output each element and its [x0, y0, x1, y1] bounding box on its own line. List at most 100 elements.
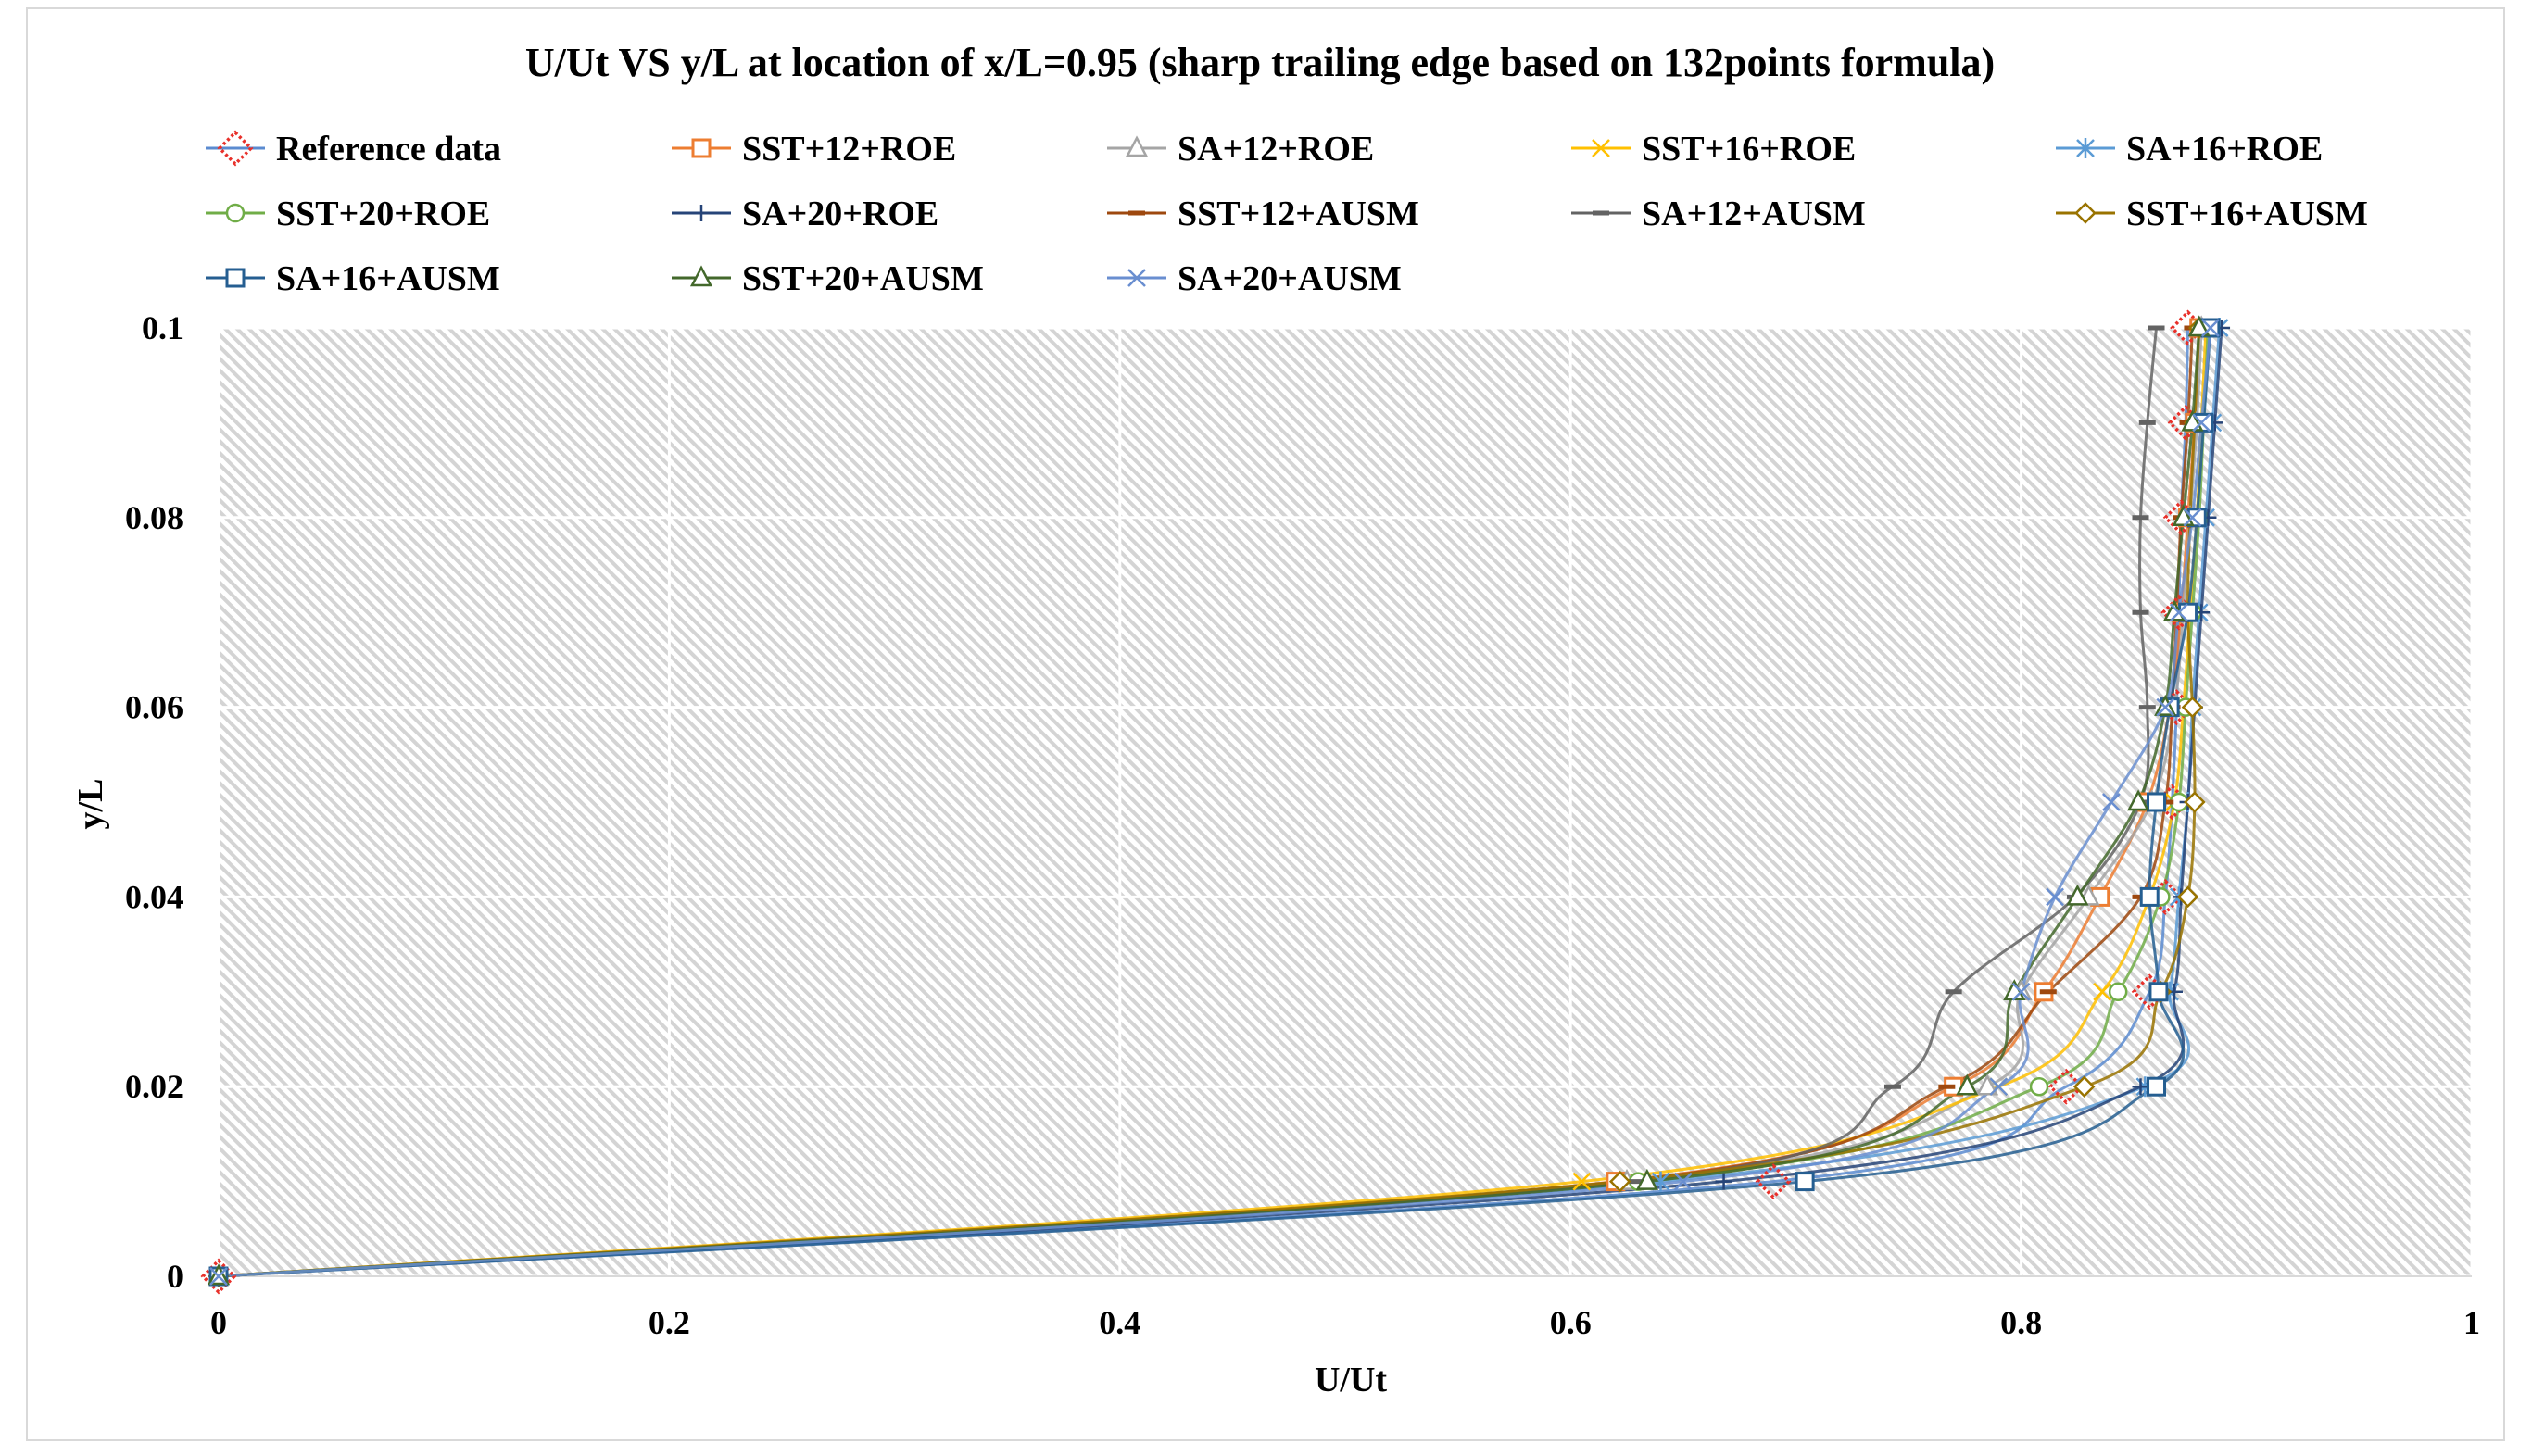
- legend-label: SA+20+AUSM: [1178, 259, 1402, 298]
- data-point-sst-16-ausm: [1608, 1170, 1631, 1193]
- x-tick-label: 0.8: [2000, 1304, 2042, 1341]
- x-tick-label: 0.6: [1550, 1304, 1592, 1341]
- data-point-sa-16-ausm: [1795, 1172, 1815, 1192]
- x-tick-label: 0: [210, 1304, 227, 1341]
- data-point-sst-16-roe: [1572, 1172, 1592, 1191]
- data-point-sst-16-ausm: [2184, 791, 2206, 813]
- data-point-sst-16-ausm: [2072, 1075, 2096, 1098]
- data-point-sa-20-ausm: [2169, 603, 2188, 622]
- legend-label: SST+16+AUSM: [2126, 195, 2368, 233]
- legend: Reference data SST+12+ROE SA+12+ROE SST+16+…: [206, 130, 2368, 298]
- legend-item-sa-20-ausm: SA+20+AUSM: [1107, 259, 1402, 298]
- data-point-sst-16-roe: [2093, 982, 2112, 1001]
- legend-label: SA+16+AUSM: [276, 259, 500, 298]
- plot-area: [219, 328, 2472, 1276]
- y-tick-label: 0.08: [125, 499, 183, 536]
- legend-item-sst-20-ausm: SST+20+AUSM: [672, 259, 984, 298]
- data-point-sa-16-ausm: [2139, 886, 2160, 907]
- legend-marker: [217, 130, 254, 167]
- legend-item-sa-12-roe: SA+12+ROE: [1107, 130, 1374, 169]
- series-line-sa-20-roe: [218, 327, 2223, 1278]
- x-tick-label: 1: [2463, 1304, 2480, 1341]
- y-tick-label: 0.04: [125, 878, 183, 915]
- legend-marker: [1592, 139, 1610, 157]
- y-tick-label: 0.1: [142, 309, 183, 346]
- data-point-sa-20-ausm: [209, 1267, 228, 1286]
- data-point-sa-20-ausm: [2192, 413, 2211, 433]
- data-point-sa-20-ausm: [2046, 887, 2064, 907]
- tick-labels: 0 0.2 0.4 0.6 0.8 1 0 0.02 0.04 0.06 0.08 0.1: [125, 309, 2480, 1341]
- legend-label: SST+12+AUSM: [1178, 195, 1419, 233]
- legend-marker: [1127, 269, 1146, 287]
- x-tick-label: 0.2: [649, 1304, 690, 1341]
- legend-item-sa-16-ausm: SA+16+AUSM: [206, 259, 500, 298]
- legend-marker: [689, 265, 713, 287]
- x-tick-label: 0.4: [1099, 1304, 1140, 1341]
- data-point-sa-16-ausm: [2148, 982, 2169, 1002]
- legend-marker: [691, 138, 712, 158]
- data-point-sa-20-ausm: [2156, 697, 2175, 717]
- data-point-sa-12-roe: [1976, 1073, 1999, 1096]
- data-point-sa-20-ausm: [2201, 319, 2220, 337]
- legend-label: SST+12+ROE: [742, 130, 956, 169]
- data-point-sa-20-ausm: [2101, 793, 2121, 811]
- legend-marker: [225, 268, 246, 288]
- data-point-reference-data: [2162, 499, 2199, 536]
- data-point-sst-16-ausm: [2176, 885, 2199, 909]
- legend-label: SST+16+ROE: [1642, 130, 1856, 169]
- x-axis-label: U/Ut: [1315, 1361, 1387, 1400]
- y-tick-label: 0: [167, 1258, 183, 1295]
- data-point-sst-16-ausm: [2181, 696, 2204, 719]
- legend-marker: [2076, 138, 2095, 158]
- data-point-sa-20-ausm: [2183, 508, 2202, 527]
- legend-marker: [225, 203, 246, 223]
- y-tick-label: 0.02: [125, 1068, 183, 1105]
- legend-label: SA+20+ROE: [742, 195, 938, 233]
- legend-item-sa-20-roe: SA+20+ROE: [672, 195, 938, 233]
- legend-marker: [1125, 135, 1149, 157]
- legend-item-sst-16-roe: SST+16+ROE: [1571, 130, 1856, 169]
- data-point-sst-20-ausm: [2126, 789, 2150, 811]
- legend-item-reference-data: Reference data: [206, 130, 501, 169]
- legend-item-sst-12-ausm: SST+12+AUSM: [1107, 195, 1419, 233]
- data-point-sst-20-roe: [2029, 1076, 2049, 1097]
- data-point-sa-16-ausm: [2147, 1076, 2167, 1097]
- legend-item-sst-20-roe: SST+20+ROE: [206, 195, 490, 233]
- data-point-sa-20-ausm: [1673, 1172, 1693, 1191]
- legend-label: SA+16+ROE: [2126, 130, 2323, 169]
- data-point-sst-20-ausm: [2066, 884, 2089, 906]
- legend-label: SST+20+AUSM: [742, 259, 984, 298]
- data-point-reference-data: [2170, 309, 2207, 346]
- data-point-sa-20-roe: [1715, 1173, 1732, 1190]
- data-point-reference-data: [1755, 1163, 1792, 1200]
- y-axis-label: y/L: [71, 779, 110, 830]
- series-line-sa-20-ausm: [218, 327, 2212, 1278]
- series-markers: [200, 309, 2231, 1295]
- data-point-reference-data: [2167, 404, 2204, 441]
- legend-marker: [693, 205, 710, 221]
- series-line-sst-20-ausm: [218, 327, 2201, 1278]
- data-point-sa-20-ausm: [2011, 982, 2031, 1001]
- legend-item-sa-16-roe: SA+16+ROE: [2056, 130, 2323, 169]
- chart-title: U/Ut VS y/L at location of x/L=0.95 (sha…: [525, 40, 1995, 85]
- legend-label: Reference data: [276, 130, 501, 169]
- series-lines: [218, 327, 2223, 1278]
- data-point-sa-16-ausm: [2147, 792, 2167, 812]
- data-point-reference-data: [2047, 1068, 2085, 1105]
- data-point-sst-20-roe: [2108, 982, 2128, 1002]
- data-point-reference-data: [2131, 973, 2168, 1010]
- data-point-reference-data: [200, 1258, 237, 1295]
- legend-item-sst-16-ausm: SST+16+AUSM: [2056, 195, 2368, 233]
- legend-label: SA+12+AUSM: [1642, 195, 1866, 233]
- data-point-sst-20-ausm: [1956, 1073, 1979, 1096]
- legend-marker: [2074, 202, 2097, 224]
- legend-label: SA+12+ROE: [1178, 130, 1374, 169]
- series-line-sa-16-ausm: [218, 327, 2212, 1278]
- data-point-reference-data: [2160, 594, 2198, 631]
- legend-item-sa-12-ausm: SA+12+AUSM: [1571, 195, 1866, 233]
- data-point-sst-20-ausm: [2187, 315, 2211, 337]
- legend-label: SST+20+ROE: [276, 195, 490, 233]
- data-point-sst-20-ausm: [1635, 1168, 1658, 1190]
- data-point-sa-20-ausm: [1989, 1077, 2009, 1097]
